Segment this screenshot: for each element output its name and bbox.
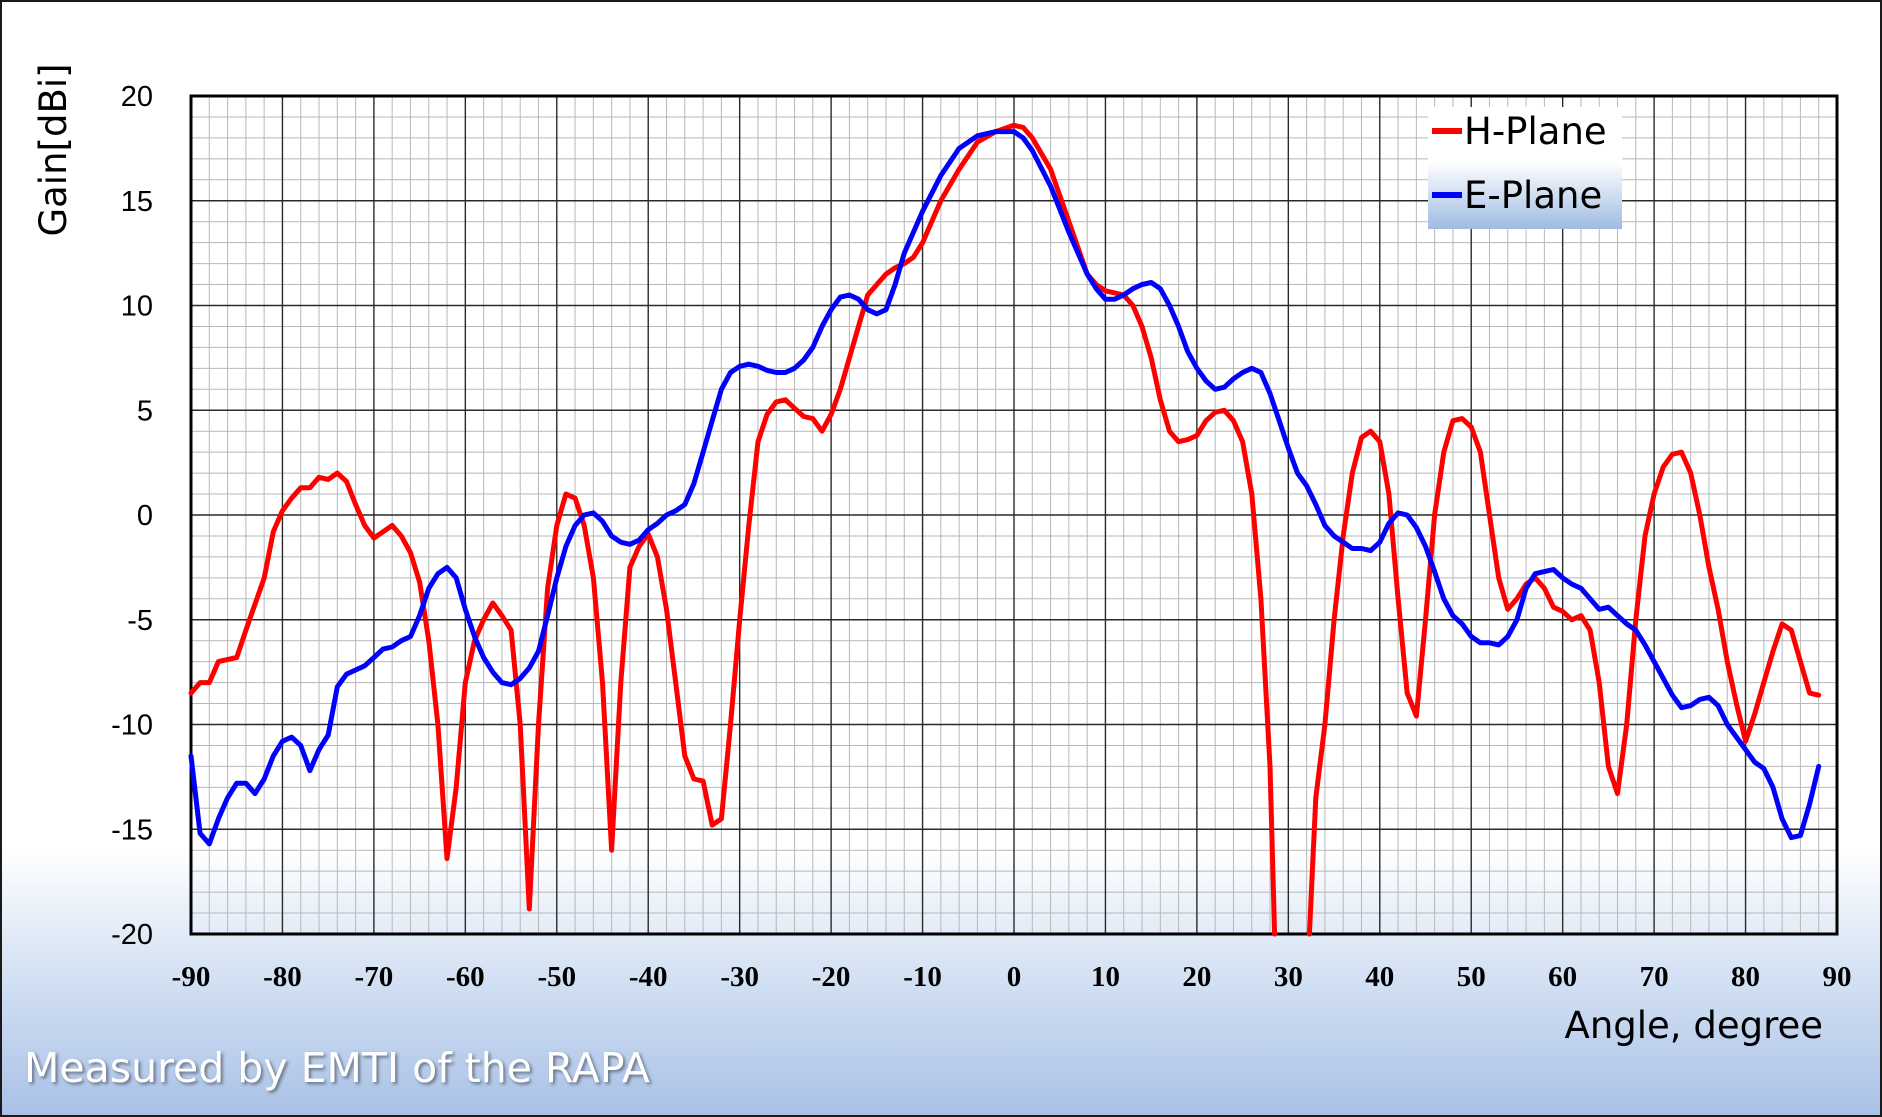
x-tick-label: -80 [263,961,302,993]
x-tick-labels: -90 -80 -70 -60 -50 -40 -30 -20 -10 0 10 20 30 40 50 60… [172,961,1852,993]
x-tick-label: -20 [812,961,851,993]
series-line-e-plane [188,129,1822,847]
x-tick-label: 40 [1365,961,1394,993]
legend-label-e-plane: E-Plane [1464,174,1602,217]
x-tick-label: -40 [629,961,668,993]
y-tick-label: 15 [121,186,153,218]
x-tick-label: 0 [1007,961,1022,993]
x-tick-label: 30 [1274,961,1303,993]
y-tick-label: 20 [121,81,153,113]
series-layer [188,122,1822,937]
x-tick-label: 90 [1823,961,1852,993]
y-tick-label: 10 [121,291,153,323]
plot-frame [189,94,1839,936]
x-tick-label: -70 [355,961,394,993]
y-tick-label: -15 [111,814,153,846]
y-axis-title: Gain[dBi] [32,63,75,236]
x-tick-label: -90 [172,961,211,993]
series-line-h-plane [188,122,1278,937]
x-tick-label: 10 [1091,961,1120,993]
x-tick-label: 50 [1457,961,1486,993]
x-tick-label: -30 [720,961,759,993]
series-line-h-plane [1306,416,1822,937]
y-tick-label: -5 [127,605,153,637]
x-tick-label: -50 [537,961,576,993]
x-tick-label: 60 [1548,961,1577,993]
x-tick-label: 20 [1182,961,1211,993]
x-axis-title: Angle, degree [1565,1004,1823,1047]
y-tick-label: -10 [111,710,153,742]
y-tick-label: -20 [111,919,153,951]
y-tick-label: 0 [137,500,153,532]
x-tick-label: 70 [1640,961,1669,993]
legend-box [1428,107,1622,229]
x-tick-label: -10 [903,961,942,993]
footer-credit: Measured by EMTI of the RAPA [24,1044,650,1092]
legend-label-h-plane: H-Plane [1464,110,1607,153]
x-tick-label: -60 [446,961,485,993]
y-tick-label: 5 [137,395,153,427]
y-tick-labels: 20 15 10 5 0 -5 -10 -15 -20 [111,81,153,951]
x-tick-label: 80 [1731,961,1760,993]
legend: H-Plane E-Plane [1428,107,1622,229]
